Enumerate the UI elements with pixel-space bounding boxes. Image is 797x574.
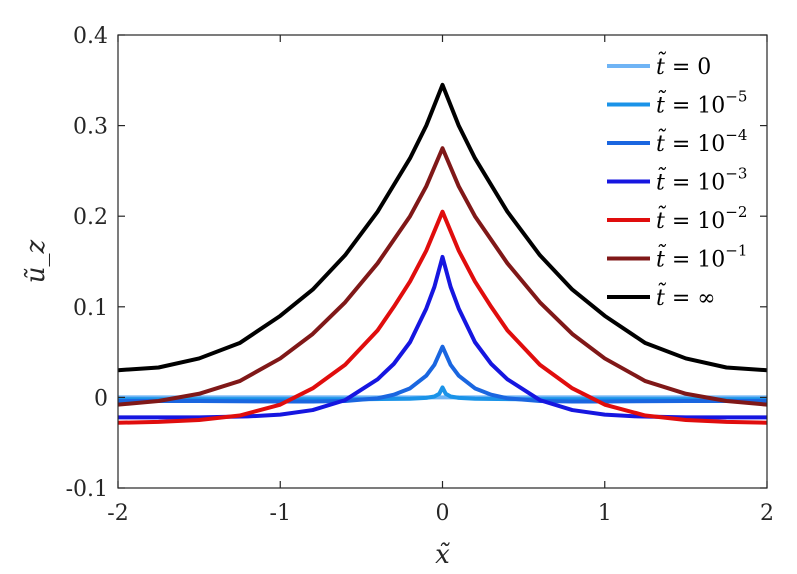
series-line-6 (117, 82, 768, 373)
legend-entry-value: 10 (697, 171, 725, 196)
legend-entry-value: 10 (697, 94, 725, 119)
legend-entry-op: = (665, 94, 697, 119)
x-tick-label-1: -1 (270, 501, 291, 526)
legend-entry-3: t̃ = 10−3 (656, 165, 747, 196)
x-axis-label: x̃ (435, 540, 450, 570)
y-tick-label-2: 0.1 (73, 296, 108, 321)
series-layer (117, 82, 768, 425)
legend-entry-op: = (665, 132, 697, 157)
legend-entry-op: = (665, 286, 697, 311)
legend-entry-value: 10 (697, 132, 725, 157)
legend-entry-value: 10 (697, 209, 725, 234)
legend-entry-exponent: −3 (725, 165, 747, 183)
x-tick-label-3: 1 (598, 501, 612, 526)
legend-entry-var: t̃ (656, 204, 667, 234)
legend-entry-exponent: −5 (725, 88, 747, 106)
ticks-layer: -2 -1 0 1 2 -0.1 0 0.1 0.2 0.3 0.4 (66, 24, 774, 526)
legend-entry-exponent: −2 (725, 203, 747, 221)
legend-entry-exponent: −4 (725, 126, 747, 144)
legend-entry-var: t̃ (656, 243, 667, 273)
legend-entry-op: = (665, 171, 697, 196)
legend-entry-value: ∞ (697, 286, 715, 311)
legend-entry-var: t̃ (656, 50, 667, 80)
y-tick-label-3: 0.2 (73, 205, 108, 230)
legend-entry-op: = (665, 209, 697, 234)
legend-entry-value: 10 (697, 248, 725, 273)
legend-entry-6: t̃ = ∞ (656, 281, 716, 311)
legend-entry-op: = (665, 55, 697, 80)
series-line-5 (117, 146, 768, 407)
x-tick-label-4: 2 (760, 501, 774, 526)
legend-entry-value: 0 (697, 55, 711, 80)
y-tick-label-1: 0 (94, 386, 108, 411)
legend-entry-var: t̃ (656, 127, 667, 157)
legend-entry-var: t̃ (656, 89, 667, 119)
series-line-2 (118, 344, 767, 404)
legend: t̃ = 0t̃ = 10−5t̃ = 10−4t̃ = 10−3t̃ = 10… (607, 50, 747, 311)
y-tick-label-0: -0.1 (66, 477, 108, 502)
y-tick-label-4: 0.3 (73, 115, 108, 140)
legend-entry-4: t̃ = 10−2 (656, 203, 747, 234)
legend-entry-exponent: −1 (725, 242, 747, 260)
legend-entry-5: t̃ = 10−1 (656, 242, 747, 273)
legend-entry-1: t̃ = 10−5 (656, 88, 747, 119)
y-axis-label: ũ_z (21, 239, 51, 283)
legend-entry-0: t̃ = 0 (656, 50, 711, 80)
legend-entry-op: = (665, 248, 697, 273)
legend-entry-var: t̃ (656, 281, 667, 311)
x-tick-label-0: -2 (107, 501, 128, 526)
y-tick-label-5: 0.4 (73, 24, 108, 49)
legend-entry-var: t̃ (656, 166, 667, 196)
series-line-3 (118, 254, 767, 420)
series-line-4 (117, 209, 768, 425)
x-tick-label-2: 0 (436, 501, 450, 526)
legend-entry-2: t̃ = 10−4 (656, 126, 747, 157)
